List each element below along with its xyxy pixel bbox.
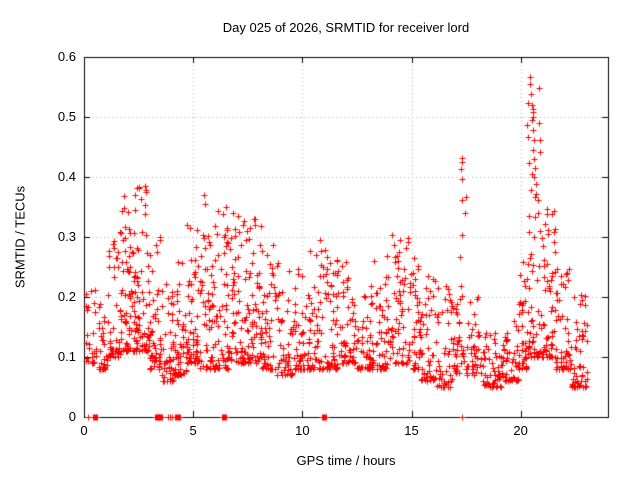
x-tick-label: 15 — [404, 423, 419, 438]
x-axis-label: GPS time / hours — [296, 453, 396, 468]
y-tick-label: 0.4 — [57, 169, 76, 184]
x-tick-label: 20 — [513, 423, 528, 438]
y-tick-label: 0.5 — [57, 109, 76, 124]
x-tick-label: 5 — [189, 423, 197, 438]
x-tick-label: 0 — [80, 423, 88, 438]
y-tick-label: 0.2 — [57, 289, 76, 304]
y-tick-label: 0.1 — [57, 349, 76, 364]
y-axis-label: SRMTID / TECUs — [12, 185, 28, 289]
y-tick-label: 0.3 — [57, 229, 76, 244]
y-tick-label: 0 — [68, 409, 76, 424]
y-tick-label: 0.6 — [57, 49, 76, 64]
x-tick-label: 10 — [295, 423, 310, 438]
chart-title: Day 025 of 2026, SRMTID for receiver lor… — [222, 20, 470, 35]
